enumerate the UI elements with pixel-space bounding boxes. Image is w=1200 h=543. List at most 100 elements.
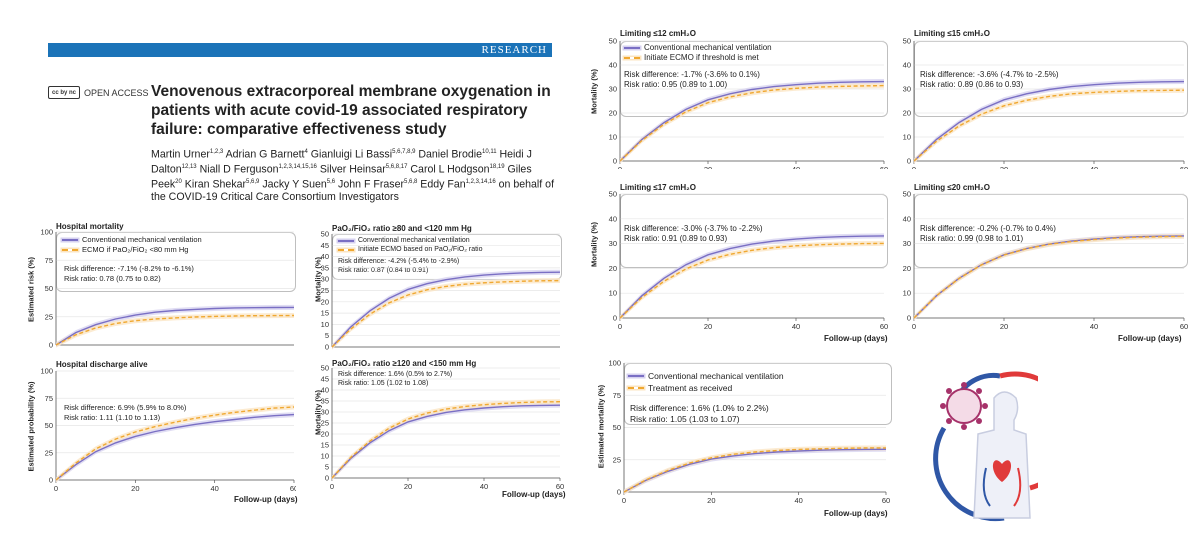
x-tick-label: 0	[618, 322, 622, 331]
y-tick-label: 30	[321, 275, 329, 284]
chart-svg: 0 5 10 15 20 25 30 35 40 45 50	[321, 230, 561, 352]
stats-text: Risk difference: -3.6% (-4.7% to -2.5%) …	[920, 70, 1059, 90]
y-tick-label: 20	[321, 430, 329, 439]
x-axis-label: Follow-up (days)	[824, 334, 888, 343]
y-tick-label: 5	[325, 331, 329, 340]
y-tick-label: 10	[903, 289, 911, 298]
x-tick-label: 20	[1000, 322, 1008, 331]
author-name: Silver Heinsar	[319, 163, 386, 176]
x-tick-label: 0	[54, 484, 58, 493]
risk-difference: Risk difference: -4.2% (-5.4% to -2.9%)	[338, 258, 460, 265]
stats-text: Risk difference: 1.6% (1.0% to 2.2%) Ris…	[630, 403, 769, 425]
x-tick-label: 0	[912, 165, 916, 169]
y-tick-label: 0	[325, 474, 329, 483]
stats-text: Risk difference: -7.1% (-8.2% to -6.1%) …	[64, 264, 194, 283]
y-tick-label: 20	[609, 264, 617, 273]
x-tick-label: 0	[622, 496, 626, 505]
x-tick-label: 40	[210, 484, 218, 493]
chart-svg: 0 25 50 75 100	[40, 228, 295, 350]
y-tick-label: 10	[609, 289, 617, 298]
series-conventional-ci-band	[56, 304, 294, 348]
y-tick-label: 10	[903, 133, 911, 142]
ecmo-illustration	[933, 371, 1038, 522]
y-tick-label: 15	[321, 441, 329, 450]
panel-limiting-20: Limiting ≤20 cmH₂O Risk difference: -0.2…	[890, 182, 1192, 348]
y-tick-label: 25	[321, 286, 329, 295]
y-tick-label: 40	[903, 61, 911, 70]
author-affiliation: 18,19	[489, 163, 505, 170]
panel-hospital-discharge: Hospital discharge alive Risk difference…	[6, 356, 298, 506]
x-axis-label: Follow-up (days)	[1118, 334, 1182, 343]
x-tick-label: 60	[880, 165, 888, 169]
panel-limiting-15: Limiting ≤15 cmH₂O Risk difference: -3.6…	[890, 27, 1192, 169]
x-tick-label: 40	[794, 496, 802, 505]
risk-ratio: Risk ratio: 0.91 (0.89 to 0.93)	[624, 234, 728, 243]
panel-title: Limiting ≤17 cmH₂O	[620, 183, 696, 192]
y-tick-label: 40	[609, 214, 617, 223]
author-name: Kiran Shekar	[184, 178, 247, 191]
chart-svg: 0 25 50 75 100 0 20 40 60	[40, 367, 296, 494]
legend-label: Conventional mechanical ventilation	[644, 43, 772, 52]
legend-label: Initiate ECMO based on PaO₂/FiO₂ ratio	[358, 246, 483, 253]
plot-frame	[914, 41, 1188, 117]
risk-difference: Risk difference: 6.9% (5.9% to 8.0%)	[64, 403, 187, 412]
x-tick-label: 0	[618, 165, 622, 169]
chart-legend: Conventional mechanical ventilation Init…	[338, 236, 483, 254]
series-conventional-line	[623, 448, 887, 493]
y-tick-label: 25	[45, 312, 53, 321]
red-arc	[999, 371, 1038, 491]
legend-swatch-ecmo	[628, 387, 644, 389]
series-ecmo-ci-band	[624, 445, 886, 495]
plot-frame	[56, 232, 296, 292]
panel-title: PaO₂/FiO₂ ratio ≥120 and <150 mm Hg	[332, 359, 477, 368]
series-ecmo-line	[331, 401, 561, 479]
series-ecmo-line	[331, 279, 561, 348]
risk-ratio: Risk ratio: 0.89 (0.86 to 0.93)	[920, 80, 1024, 89]
y-tick-label: 50	[903, 190, 911, 199]
y-tick-label: 25	[321, 419, 329, 428]
series-ecmo-line	[55, 406, 295, 481]
author-name: Adrian G Barnett	[225, 148, 305, 161]
legend-swatch-conventional	[624, 47, 640, 49]
panel-pf-120-150: PaO₂/FiO₂ ratio ≥120 and <150 mm Hg Risk…	[314, 356, 568, 506]
y-tick-label: 35	[321, 397, 329, 406]
heart-icon	[992, 460, 1012, 482]
author-name: John F Fraser	[338, 178, 404, 191]
y-tick-label: 10	[609, 133, 617, 142]
stats-text: Risk difference: -0.2% (-0.7% to 0.4%) R…	[920, 224, 1056, 244]
author-name: Carol L Hodgson	[410, 163, 490, 176]
y-tick-label: 0	[613, 314, 617, 323]
author-affiliation: 1,2,3,14,16	[465, 178, 496, 185]
author-name: Jacky Y Suen	[262, 178, 327, 191]
series-ecmo-ci-band	[56, 404, 294, 483]
left-lung-icon	[982, 467, 991, 507]
author-name: Giles Peek	[151, 163, 532, 191]
author-affiliation: 1,2,3	[209, 149, 224, 155]
chart-svg: 0 5 10 15 20 25 30 35 40 45 50 0 20 40 60	[321, 364, 565, 492]
author-tail: on behalf of the COVID-19 Critical Care …	[151, 178, 555, 203]
panel-title: Limiting ≤15 cmH₂O	[914, 29, 990, 38]
series-conventional-line	[55, 306, 295, 346]
author-name: Gianluigi Li Bassi	[310, 148, 393, 161]
virus-spikes	[940, 382, 988, 430]
series-ecmo-ci-band	[620, 83, 884, 164]
y-tick-label: 40	[903, 214, 911, 223]
panel-treatment-as-received: Conventional mechanical ventilation Trea…	[586, 356, 896, 536]
series-conventional-ci-band	[332, 402, 560, 481]
x-tick-label: 20	[704, 165, 712, 169]
x-tick-label: 20	[131, 484, 139, 493]
panel-title: PaO₂/FiO₂ ratio ≥80 and <120 mm Hg	[332, 224, 472, 233]
open-access-label: OPEN ACCESS	[84, 87, 149, 98]
plot-frame	[624, 363, 892, 425]
y-tick-label: 45	[321, 375, 329, 384]
y-tick-label: 20	[609, 109, 617, 118]
section-label: RESEARCH	[481, 44, 547, 56]
series-ecmo-line	[913, 235, 1185, 319]
panel-pf-80-120: PaO₂/FiO₂ ratio ≥80 and <120 mm Hg Conve…	[314, 219, 568, 355]
stats-text: Risk difference: 6.9% (5.9% to 8.0%) Ris…	[64, 403, 186, 422]
author-affiliation: 10,11	[481, 149, 497, 155]
cc-license-icon: cc by nc	[48, 86, 80, 99]
legend-label: ECMO if PaO₂/FiO₂ <80 mm Hg	[82, 245, 189, 254]
risk-difference: Risk difference: -1.7% (-3.6% to 0.1%)	[624, 70, 760, 79]
chart-svg: 0 10 20 30 40 50 0 20 40 60	[903, 190, 1189, 332]
